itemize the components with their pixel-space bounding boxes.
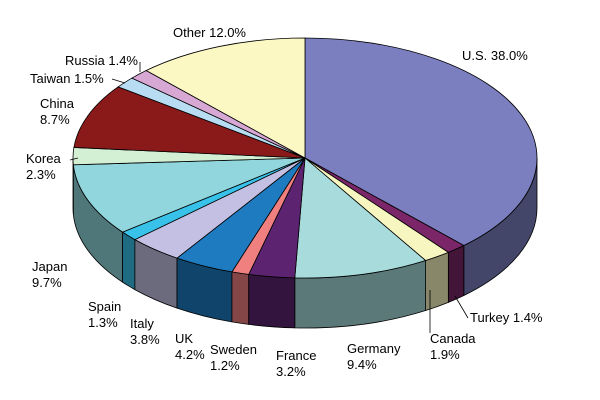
- slice-label-korea: Korea 2.3%: [26, 151, 61, 182]
- slice-u-s: [304, 37, 538, 246]
- slice-side-france: [248, 273, 296, 329]
- slice-side-turkey: [447, 244, 465, 303]
- slice-germany: [294, 157, 427, 279]
- leader-line-taiwan: [111, 78, 126, 84]
- slice-label-taiwan: Taiwan 1.5%: [30, 71, 104, 86]
- slice-other: [145, 37, 306, 159]
- slice-china: [73, 86, 306, 159]
- slice-label-u-s: U.S. 38.0%: [462, 48, 528, 63]
- slice-labels: U.S. 38.0% Turkey 1.4% Canada 1.9% Germany 9.…: [26, 25, 543, 379]
- leader-line-turkey: [454, 295, 469, 319]
- slice-label-spain: Spain 1.3%: [88, 299, 121, 330]
- slice-label-japan: Japan 9.7%: [32, 259, 67, 290]
- label-leaders: [69, 62, 469, 333]
- leader-line-korea: [69, 157, 79, 161]
- pie-tops: [72, 37, 538, 279]
- slice-label-uk: UK 4.2%: [175, 331, 205, 362]
- slice-side-spain: [122, 231, 136, 291]
- slice-side-sweden: [231, 271, 250, 325]
- slice-side-canada: [425, 251, 449, 312]
- slice-label-italy: Italy 3.8%: [130, 316, 160, 347]
- slice-label-other: Other 12.0%: [173, 25, 246, 40]
- slice-label-russia: Russia 1.4%: [65, 53, 138, 68]
- slice-label-canada: Canada 1.9%: [430, 331, 476, 362]
- slice-label-germany: Germany 9.4%: [347, 341, 401, 372]
- slice-label-france: France 3.2%: [276, 348, 316, 379]
- slice-label-turkey: Turkey 1.4%: [470, 310, 543, 325]
- slice-label-china: China 8.7%: [40, 96, 75, 127]
- slice-japan: [72, 157, 306, 233]
- slice-label-sweden: Sweden 1.2%: [210, 342, 257, 373]
